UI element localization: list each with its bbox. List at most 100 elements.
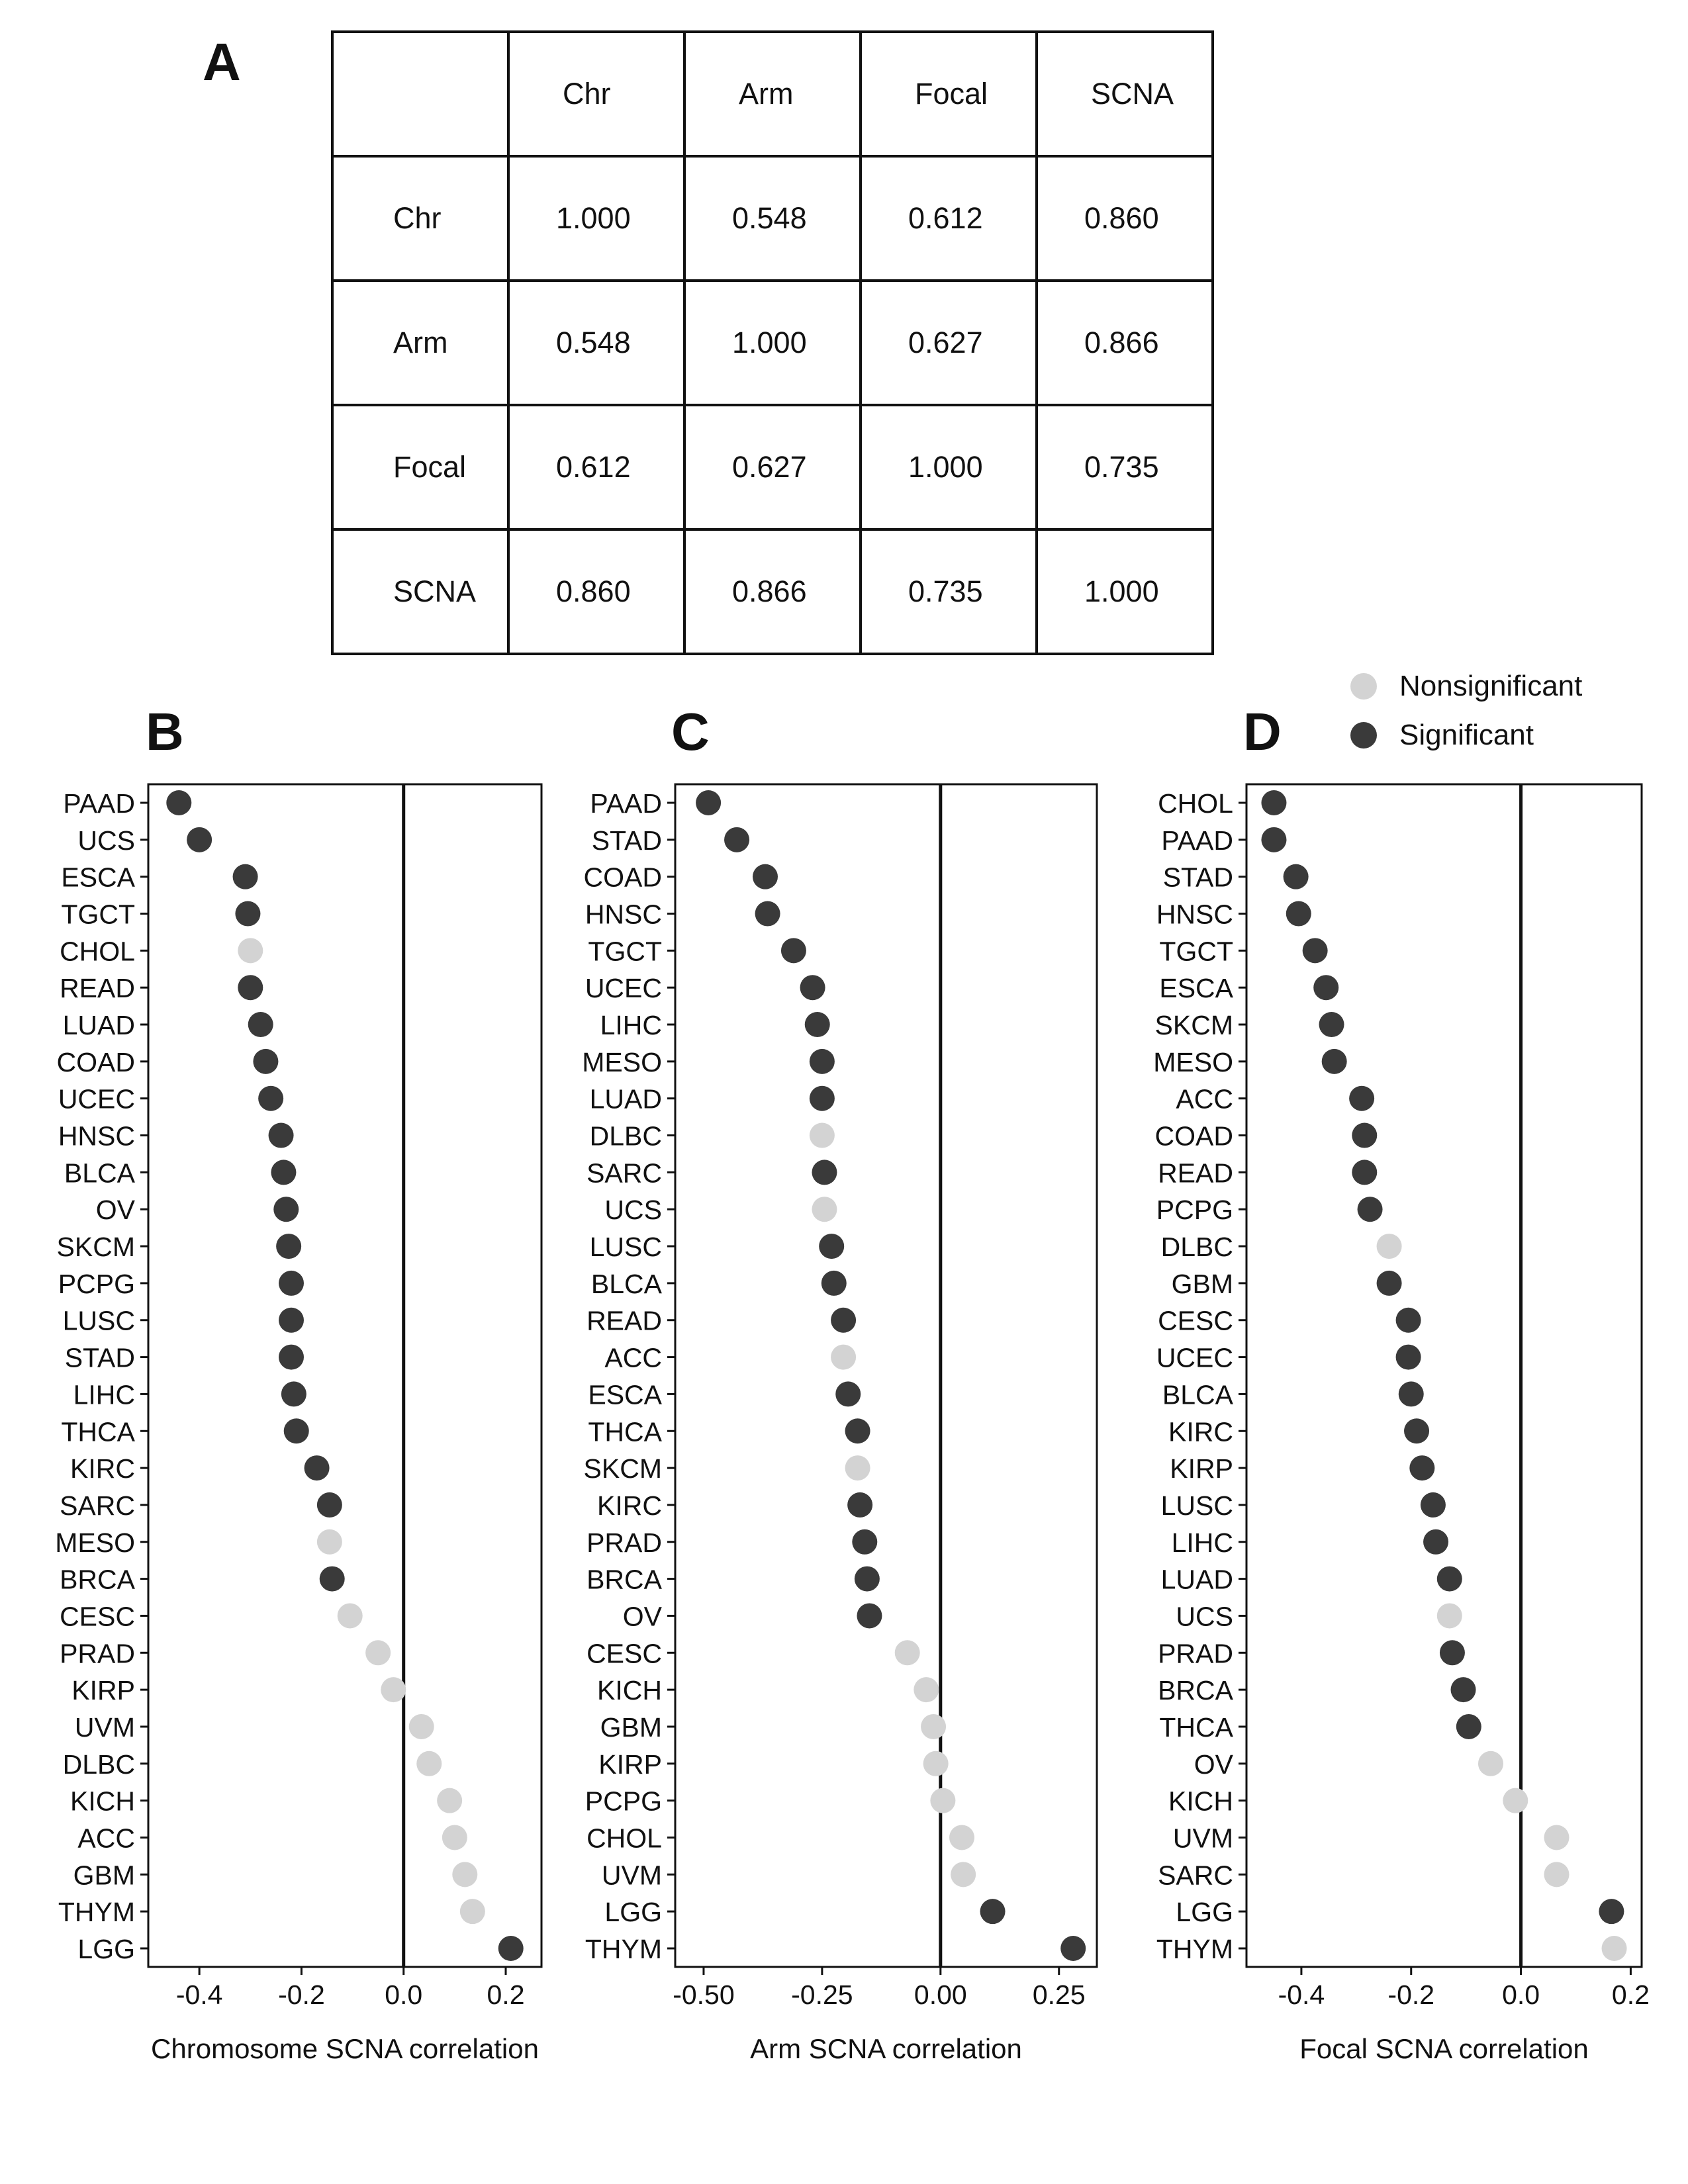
table-row-header: SCNA xyxy=(331,528,510,655)
table-cell: 0.735 xyxy=(1035,404,1214,531)
data-point xyxy=(1283,864,1309,889)
y-tick-label: SARC xyxy=(1158,1860,1233,1890)
x-tick-label: 0.00 xyxy=(914,1979,967,2010)
x-tick-label: -0.4 xyxy=(176,1979,223,2010)
y-tick-label: GBM xyxy=(73,1860,135,1890)
y-tick-label: LIHC xyxy=(1172,1527,1233,1558)
panel-label-a: A xyxy=(203,32,241,91)
data-point xyxy=(271,1160,297,1185)
y-tick-label: KIRC xyxy=(597,1490,662,1521)
data-point xyxy=(1302,938,1328,964)
y-tick-label: UCS xyxy=(1176,1601,1233,1631)
data-point xyxy=(724,827,750,852)
y-tick-label: READ xyxy=(586,1306,662,1336)
data-point xyxy=(921,1713,947,1739)
y-tick-label: UVM xyxy=(1173,1823,1233,1853)
y-tick-label: ESCA xyxy=(588,1379,662,1410)
table-header-cell: Focal xyxy=(859,30,1038,158)
y-tick-label: THCA xyxy=(588,1416,662,1447)
data-point xyxy=(381,1677,406,1703)
legend-dot-significant xyxy=(1350,722,1377,749)
data-point xyxy=(752,864,778,889)
y-tick-label: UCEC xyxy=(58,1084,135,1115)
x-tick-label: 0.0 xyxy=(1502,1979,1540,2010)
data-point xyxy=(780,938,806,964)
data-point xyxy=(1395,1344,1421,1370)
y-tick-label: CESC xyxy=(60,1601,135,1631)
data-point xyxy=(980,1899,1006,1925)
y-tick-label: PRAD xyxy=(586,1527,662,1558)
y-tick-label: GBM xyxy=(1172,1269,1233,1299)
data-point xyxy=(1352,1122,1378,1148)
data-point xyxy=(437,1788,463,1813)
y-tick-label: STAD xyxy=(65,1343,135,1373)
x-tick-label: 0.25 xyxy=(1033,1979,1086,2010)
y-tick-label: LGG xyxy=(1176,1897,1233,1927)
data-point xyxy=(1349,1085,1375,1111)
data-point xyxy=(854,1566,880,1592)
data-point xyxy=(1404,1418,1430,1444)
y-tick-label: LUSC xyxy=(1161,1490,1233,1521)
data-point xyxy=(408,1713,434,1739)
y-tick-label: STAD xyxy=(1163,862,1233,893)
y-tick-label: LUAD xyxy=(590,1084,662,1115)
y-tick-label: SKCM xyxy=(1155,1010,1233,1040)
data-point xyxy=(316,1492,342,1518)
data-point xyxy=(1286,901,1311,927)
legend-item-nonsignificant: Nonsignificant xyxy=(1350,662,1582,711)
data-point xyxy=(804,1012,830,1038)
plot-frame xyxy=(674,783,1098,1968)
data-point xyxy=(258,1085,284,1111)
legend-dot-nonsignificant xyxy=(1350,673,1377,700)
y-tick-label: UVM xyxy=(602,1860,662,1890)
data-point xyxy=(1352,1160,1378,1185)
data-point xyxy=(821,1270,847,1296)
data-point xyxy=(1439,1640,1465,1666)
table-row-header: Arm xyxy=(331,279,510,406)
data-point xyxy=(755,901,780,927)
y-tick-label: BLCA xyxy=(64,1158,136,1188)
data-point xyxy=(1599,1899,1624,1925)
x-axis-label: Arm SCNA correlation xyxy=(750,2033,1022,2064)
y-tick-label: READ xyxy=(60,973,135,1003)
y-tick-label: STAD xyxy=(592,825,662,856)
y-tick-label: PCPG xyxy=(1156,1195,1233,1225)
legend-item-significant: Significant xyxy=(1350,711,1582,760)
y-tick-label: LIHC xyxy=(600,1010,662,1040)
data-point xyxy=(416,1751,442,1776)
data-point xyxy=(166,790,192,815)
data-point xyxy=(1319,1012,1344,1038)
y-tick-label: PRAD xyxy=(60,1638,135,1668)
y-tick-label: LUAD xyxy=(63,1010,135,1040)
data-point xyxy=(852,1529,878,1555)
y-tick-label: KIRP xyxy=(1170,1453,1233,1484)
y-tick-label: THCA xyxy=(61,1416,135,1447)
x-tick-label: -0.2 xyxy=(278,1979,325,2010)
data-point xyxy=(819,1234,845,1259)
panel-label-c: C xyxy=(671,702,710,761)
table-row: Chr 1.000 0.548 0.612 0.860 xyxy=(331,155,1214,282)
y-tick-label: UCS xyxy=(77,825,135,856)
y-tick-label: THYM xyxy=(585,1934,662,1964)
table-cell: 1.000 xyxy=(507,155,686,282)
x-tick-label: -0.25 xyxy=(791,1979,853,2010)
y-tick-label: CESC xyxy=(586,1638,662,1668)
data-point xyxy=(1313,975,1339,1001)
table-row-header: Chr xyxy=(331,155,510,282)
y-tick-label: ESCA xyxy=(1159,973,1233,1003)
y-tick-label: KIRP xyxy=(71,1675,135,1706)
data-point xyxy=(1456,1713,1481,1739)
legend: Nonsignificant Significant xyxy=(1350,662,1582,760)
data-point xyxy=(459,1899,485,1925)
data-point xyxy=(835,1381,861,1407)
data-point xyxy=(812,1160,837,1185)
data-point xyxy=(279,1344,304,1370)
y-tick-label: UCEC xyxy=(585,973,662,1003)
y-tick-label: TGCT xyxy=(1159,936,1233,966)
data-point xyxy=(1376,1270,1402,1296)
y-tick-label: BLCA xyxy=(591,1269,663,1299)
y-tick-label: PAAD xyxy=(63,788,135,819)
data-point xyxy=(304,1455,330,1481)
data-point xyxy=(1477,1751,1503,1776)
table-cell: 0.866 xyxy=(683,528,862,655)
